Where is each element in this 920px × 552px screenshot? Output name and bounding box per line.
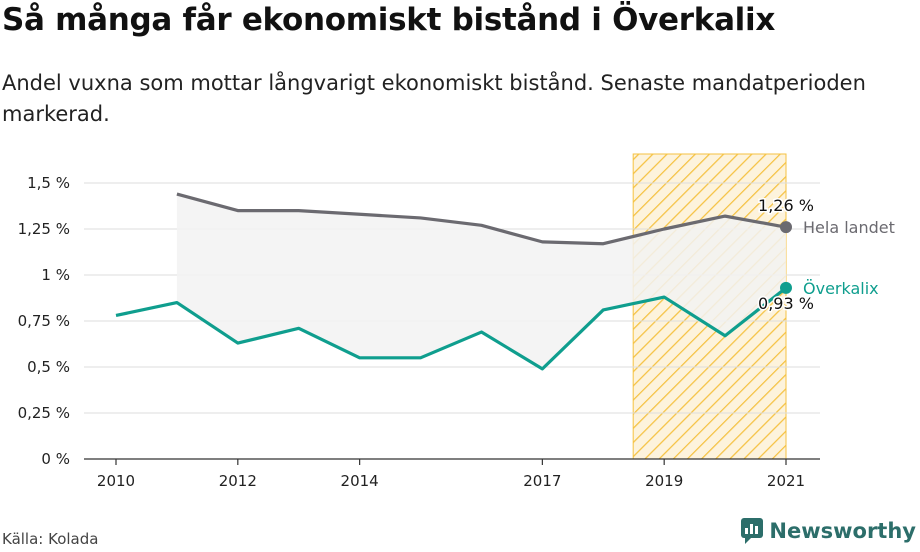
series-line: [115, 286, 787, 371]
y-tick-label: 0,25 %: [18, 404, 70, 422]
series-end-point: [780, 221, 792, 234]
y-tick-label: 0,75 %: [18, 312, 70, 330]
y-tick-label: 1,25 %: [18, 220, 70, 238]
series-value-label: 1,26 %: [758, 196, 814, 215]
series-end-point: [780, 281, 792, 294]
series-value-label: 0,93 %: [758, 294, 814, 313]
brand-name: Newsworthy: [769, 519, 916, 543]
source-note: Källa: Kolada: [2, 530, 99, 548]
x-tick-label: 2010: [97, 472, 135, 490]
chart-subtitle: Andel vuxna som mottar långvarigt ekonom…: [2, 71, 866, 126]
series-name-label: Överkalix: [803, 279, 879, 298]
brand-logo: Newsworthy: [741, 518, 916, 544]
series-name-label: Hela landet: [803, 218, 895, 237]
x-tick-label: 2019: [645, 472, 683, 490]
y-tick-label: 1 %: [41, 266, 70, 284]
x-tick-label: 2014: [341, 472, 379, 490]
y-tick-label: 0 %: [41, 450, 70, 468]
series-line: [176, 192, 787, 246]
x-tick-label: 2021: [767, 472, 805, 490]
y-tick-label: 0,5 %: [27, 358, 70, 376]
newsworthy-logo-icon: [741, 518, 764, 544]
y-tick-label: 1,5 %: [27, 174, 70, 192]
x-tick-label: 2017: [523, 472, 561, 490]
x-tick-label: 2012: [219, 472, 257, 490]
chart-title: Så många får ekonomiskt bistånd i Överka…: [2, 2, 776, 38]
